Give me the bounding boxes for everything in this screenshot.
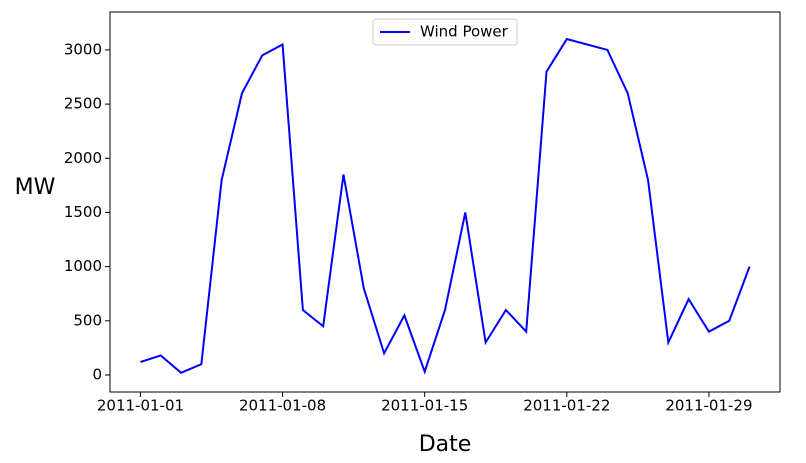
- legend-box: [372, 18, 518, 46]
- y-tick-label: 1000: [64, 257, 102, 275]
- x-tick-label: 2011-01-15: [381, 397, 468, 415]
- plot-frame: [109, 11, 781, 393]
- x-tick-label: 2011-01-08: [239, 397, 326, 415]
- y-tick-label: 500: [73, 311, 102, 329]
- y-axis-label: MW: [15, 175, 56, 200]
- x-tick-label: 2011-01-22: [523, 397, 610, 415]
- y-tick-label: 2000: [64, 149, 102, 167]
- y-tick-label: 2500: [64, 95, 102, 113]
- y-tick-label: 3000: [64, 40, 102, 58]
- legend-label: Wind Power: [420, 23, 509, 41]
- x-tick-label: 2011-01-29: [665, 397, 752, 415]
- y-tick-label: 1500: [64, 203, 102, 221]
- line-series: [140, 37, 751, 375]
- x-axis-label: Date: [419, 432, 472, 457]
- y-tick-label: 0: [92, 365, 102, 383]
- x-tick-label: 2011-01-01: [97, 397, 184, 415]
